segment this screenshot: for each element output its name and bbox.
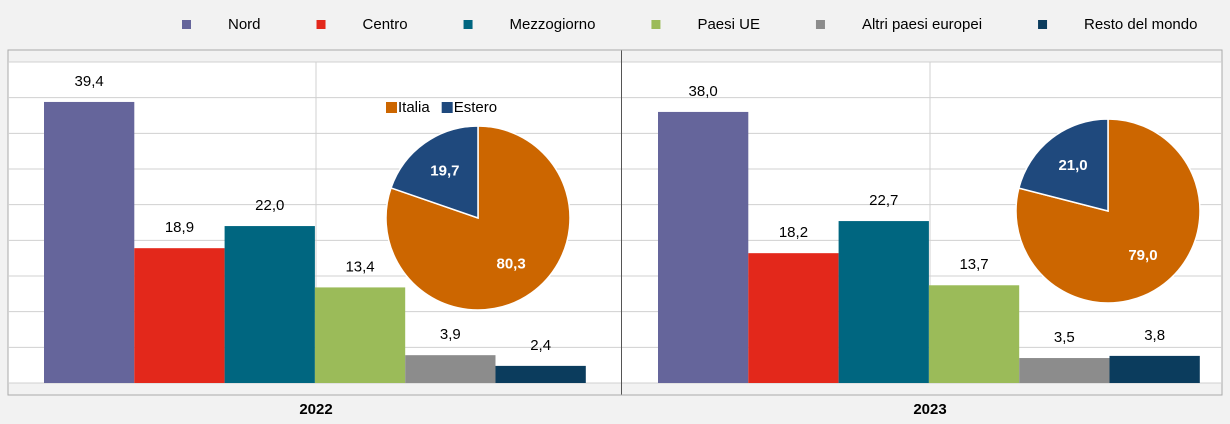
bar — [405, 355, 496, 383]
legend-swatch — [815, 20, 825, 29]
legend-label: Paesi UE — [697, 16, 760, 33]
legend-label: Mezzogiorno — [510, 16, 596, 33]
pie-slice — [385, 125, 571, 311]
pie-legend-swatch — [386, 102, 397, 113]
legend-label: Centro — [363, 16, 408, 33]
pie-slice — [1017, 118, 1109, 212]
data-label: 38,0 — [689, 83, 718, 100]
legend-label: Altri paesi europei — [862, 16, 982, 33]
bar — [928, 285, 1020, 383]
frame — [7, 49, 1223, 396]
data-label: 22,7 — [869, 192, 898, 209]
bar — [44, 101, 135, 384]
legend-label: Nord — [228, 16, 261, 33]
pie-legend-label: Estero — [454, 99, 497, 116]
data-label: 13,4 — [345, 258, 374, 275]
bar — [838, 221, 929, 383]
legend-swatch — [182, 20, 191, 29]
legend-swatch — [463, 20, 473, 29]
bar — [658, 111, 749, 383]
pie-label: 21,0 — [1058, 157, 1087, 174]
data-label: 13,7 — [959, 256, 988, 273]
data-label: 3,9 — [440, 326, 461, 343]
bar — [314, 287, 406, 383]
x-tick-label: 2022 — [299, 401, 332, 418]
bar — [495, 365, 586, 383]
legend-swatch — [316, 20, 326, 29]
bar — [134, 248, 225, 383]
pie-slice — [390, 125, 479, 220]
legend-label: Resto del mondo — [1084, 16, 1197, 33]
pie-label: 80,3 — [496, 255, 525, 272]
data-label: 39,4 — [75, 73, 104, 90]
x-tick-label: 2023 — [913, 401, 946, 418]
data-label: 18,9 — [165, 219, 194, 236]
bar — [748, 253, 839, 383]
pie-label: 79,0 — [1128, 247, 1157, 264]
data-label: 18,2 — [779, 224, 808, 241]
pie-label: 19,7 — [430, 163, 459, 180]
data-label: 3,5 — [1054, 329, 1075, 346]
bar — [1019, 358, 1110, 383]
data-label: 2,4 — [530, 337, 551, 354]
legend-swatch — [1038, 20, 1048, 29]
data-label: 22,0 — [255, 197, 284, 214]
bar — [224, 226, 315, 383]
pie-legend-label: Italia — [398, 99, 430, 116]
pie-slice — [1015, 118, 1201, 304]
pie-legend-swatch — [441, 102, 453, 113]
bar — [1109, 355, 1200, 383]
legend-swatch — [651, 20, 661, 29]
data-label: 3,8 — [1144, 327, 1165, 344]
